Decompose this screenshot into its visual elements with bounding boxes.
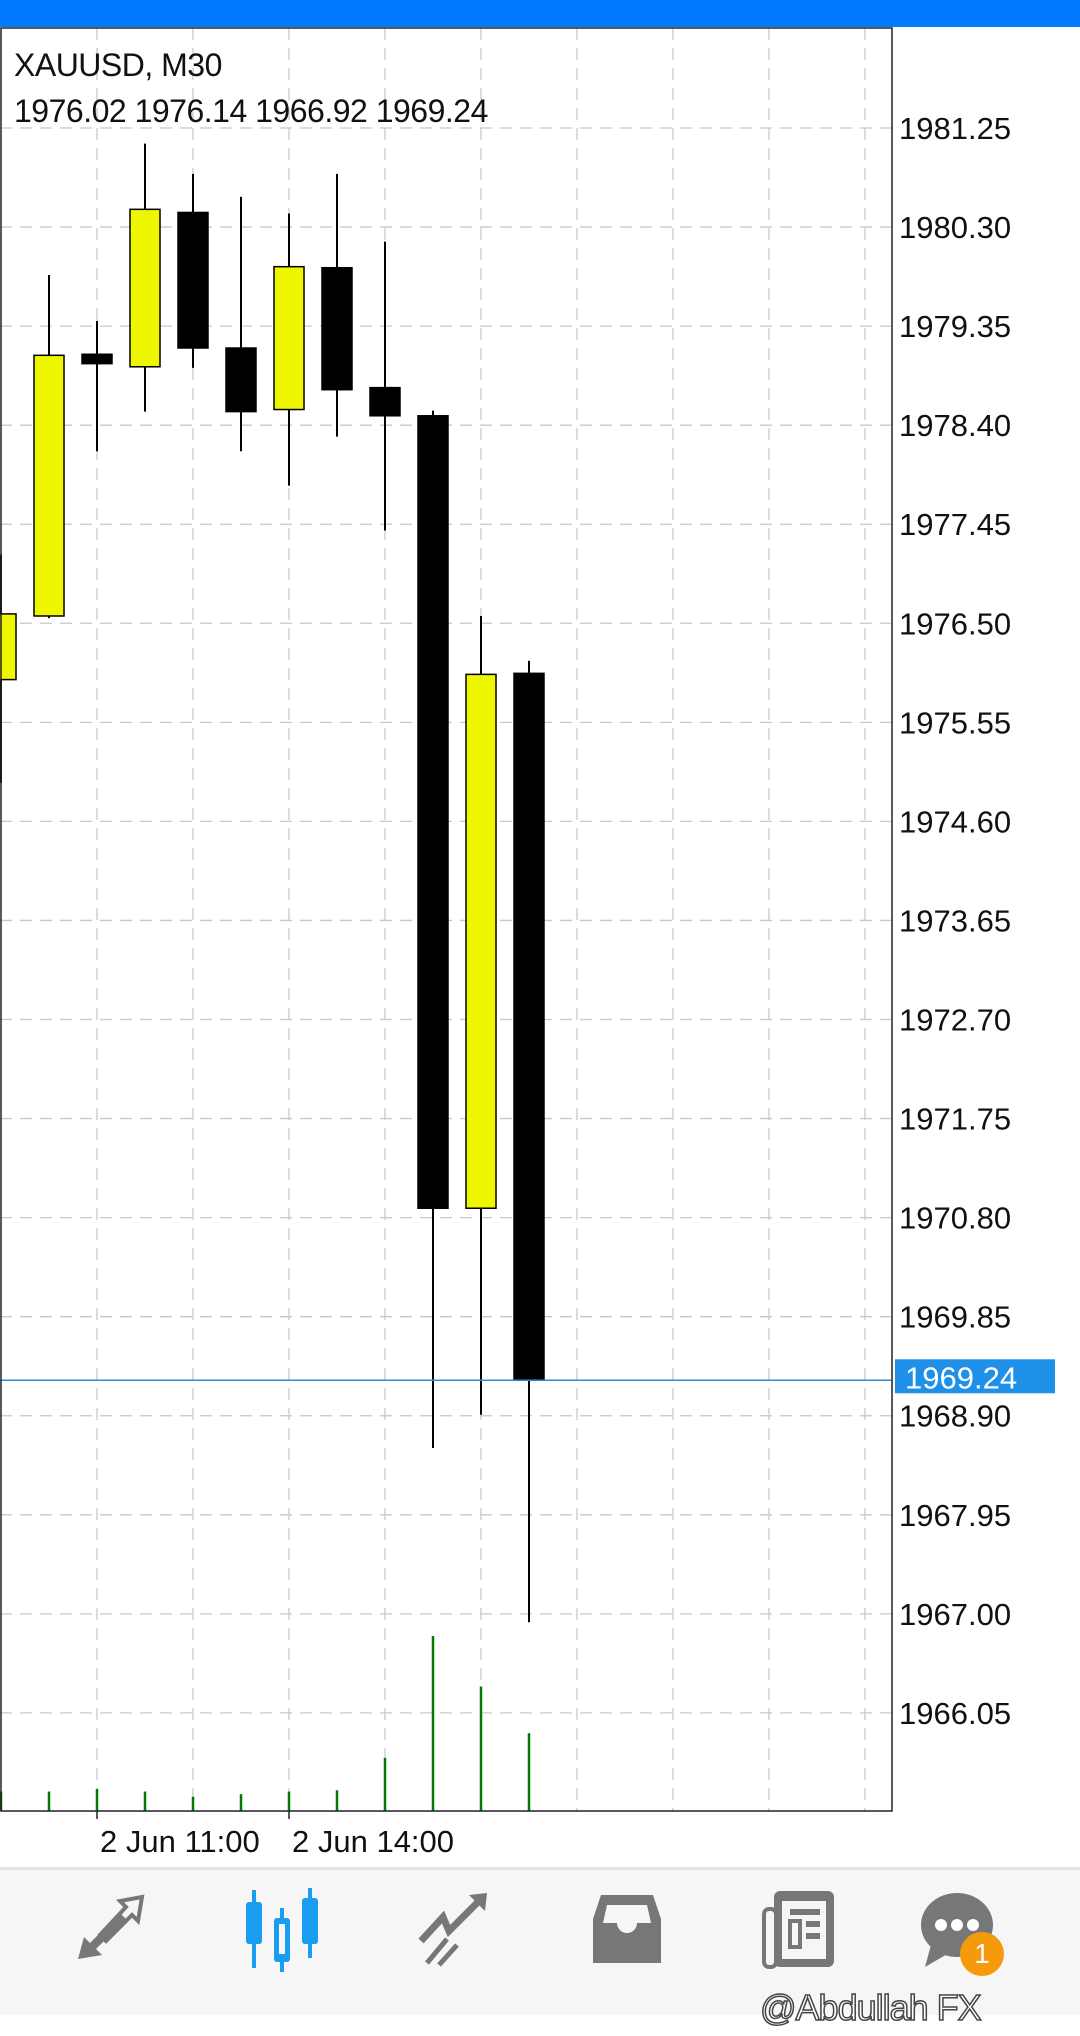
y-tick-label: 1977.45	[899, 507, 1011, 542]
nav-history-button[interactable]	[582, 1884, 672, 1974]
bull-candle-body	[33, 354, 65, 617]
chart-symbol-timeframe: XAUUSD, M30	[14, 47, 222, 83]
y-tick-label: 1973.65	[899, 903, 1011, 938]
current-price-label: 1969.24	[905, 1360, 1017, 1395]
bear-candle-body	[369, 386, 401, 417]
quotes-arrows-icon	[78, 1894, 145, 1959]
y-tick-label: 1974.60	[899, 804, 1011, 839]
chart-ohlc: 1976.02 1976.14 1966.92 1969.24	[14, 93, 488, 129]
bull-candle-body	[0, 613, 17, 681]
y-tick-label: 1971.75	[899, 1102, 1011, 1137]
current-price-label-bg	[895, 1359, 1055, 1394]
y-tick-label: 1967.00	[899, 1597, 1011, 1632]
bear-candle-body	[321, 266, 353, 391]
chart-candles-icon	[246, 1888, 318, 1972]
y-tick-label: 1975.55	[899, 705, 1011, 740]
price-chart[interactable]: 1981.25 1980.30 1979.35 1978.40 1977.45 1976.…	[0, 0, 1080, 1865]
history-inbox-icon	[593, 1895, 661, 1963]
chart-frame	[0, 27, 893, 1812]
y-tick-label: 1972.70	[899, 1003, 1011, 1038]
y-tick-label: 1979.35	[899, 309, 1011, 344]
y-tick-label: 1981.25	[899, 111, 1011, 146]
messages-badge: 1	[960, 1932, 1004, 1976]
bear-candle-body	[225, 347, 257, 413]
status-bar	[0, 0, 1080, 27]
bull-candle-body	[273, 265, 305, 411]
bear-candle-body	[513, 672, 545, 1382]
watermark: @Abdullah FX	[759, 1987, 982, 2029]
y-tick-label: 1969.85	[899, 1300, 1011, 1335]
nav-news-button[interactable]	[755, 1884, 845, 1974]
x-tick-label: 2 Jun 11:00	[100, 1824, 260, 1859]
nav-quotes-button[interactable]	[65, 1884, 155, 1974]
y-tick-label: 1970.80	[899, 1201, 1011, 1236]
y-tick-label: 1968.90	[899, 1399, 1011, 1434]
y-tick-label: 1978.40	[899, 408, 1011, 443]
bull-candle-body	[465, 673, 497, 1209]
bottom-nav	[0, 1867, 1080, 2015]
news-icon	[762, 1891, 834, 1969]
x-tick-label: 2 Jun 14:00	[292, 1824, 454, 1859]
y-tick-label: 1976.50	[899, 606, 1011, 641]
bear-candle-body	[177, 211, 209, 349]
nav-chart-button[interactable]	[237, 1884, 327, 1974]
y-tick-label: 1967.95	[899, 1498, 1011, 1533]
bear-candle-body	[417, 415, 449, 1209]
bull-candle-body	[129, 208, 161, 368]
y-tick-label: 1980.30	[899, 210, 1011, 245]
bear-candle-body	[81, 353, 113, 365]
nav-trade-button[interactable]	[408, 1884, 498, 1974]
trade-icon	[418, 1893, 487, 1967]
y-tick-label: 1966.05	[899, 1696, 1011, 1731]
